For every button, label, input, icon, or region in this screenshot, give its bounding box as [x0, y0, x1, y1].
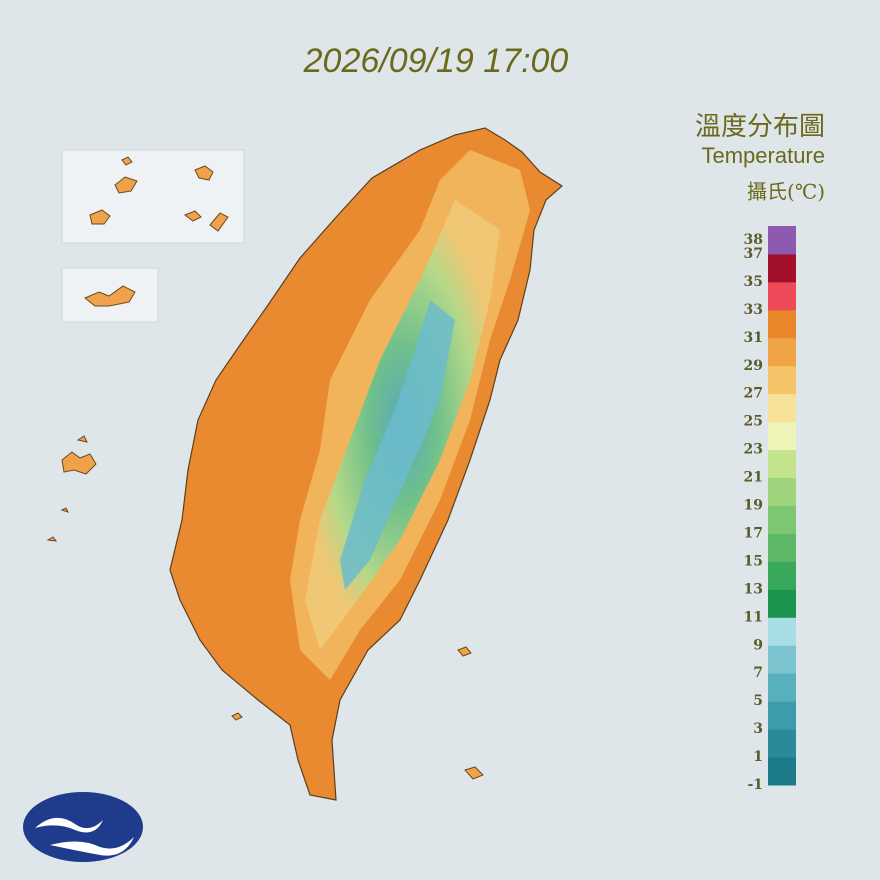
scale-label: 33 — [744, 302, 763, 318]
scale-band — [768, 365, 796, 395]
scale-label: -1 — [747, 777, 763, 793]
scale-band — [768, 477, 796, 506]
scale-label: 7 — [753, 665, 763, 681]
scale-band — [768, 561, 796, 590]
scale-label: 35 — [744, 274, 763, 290]
scale-label: 13 — [744, 581, 763, 597]
scale-band — [768, 701, 796, 730]
scale-band — [768, 281, 796, 311]
scale-label: 29 — [744, 358, 763, 374]
scale-band — [768, 673, 796, 702]
scale-label: 3 — [753, 721, 763, 737]
scale-label: 38 — [744, 232, 763, 248]
scale-band — [768, 449, 796, 479]
legend-subtitle: Temperature — [701, 143, 825, 168]
scale-label: 9 — [753, 637, 763, 653]
scale-label: 31 — [744, 330, 763, 346]
scale-band — [768, 729, 796, 758]
scale-band — [768, 505, 796, 534]
scale-band — [768, 253, 796, 283]
scale-label: 21 — [744, 470, 763, 486]
scale-band — [768, 757, 796, 786]
scale-band — [768, 421, 796, 451]
scale-label: 17 — [744, 525, 763, 541]
logo-swirl — [35, 817, 134, 856]
scale-label: 1 — [753, 749, 763, 765]
islands — [46, 156, 484, 780]
timestamp: 2026/09/19 17:00 — [303, 42, 569, 80]
scale-band — [768, 226, 796, 255]
scale-band — [768, 337, 796, 367]
scale-label: 23 — [744, 442, 763, 458]
scale-label: 11 — [744, 609, 763, 625]
scale-band — [768, 617, 796, 646]
scale-label: 5 — [753, 693, 763, 709]
scale-label: 19 — [744, 498, 763, 514]
scale-band — [768, 589, 796, 618]
high-peaks — [340, 300, 455, 590]
scale-band — [768, 533, 796, 562]
scale-band — [768, 645, 796, 674]
scale-band — [768, 309, 796, 339]
scale-label: 37 — [744, 246, 763, 262]
scale-band — [768, 393, 796, 423]
legend-title: 溫度分布圖 — [695, 112, 825, 142]
scale-label: 27 — [744, 386, 763, 402]
legend-unit: 攝氏(℃) — [747, 180, 825, 204]
scale-label: 15 — [744, 553, 763, 569]
scale-label: 25 — [744, 414, 763, 430]
